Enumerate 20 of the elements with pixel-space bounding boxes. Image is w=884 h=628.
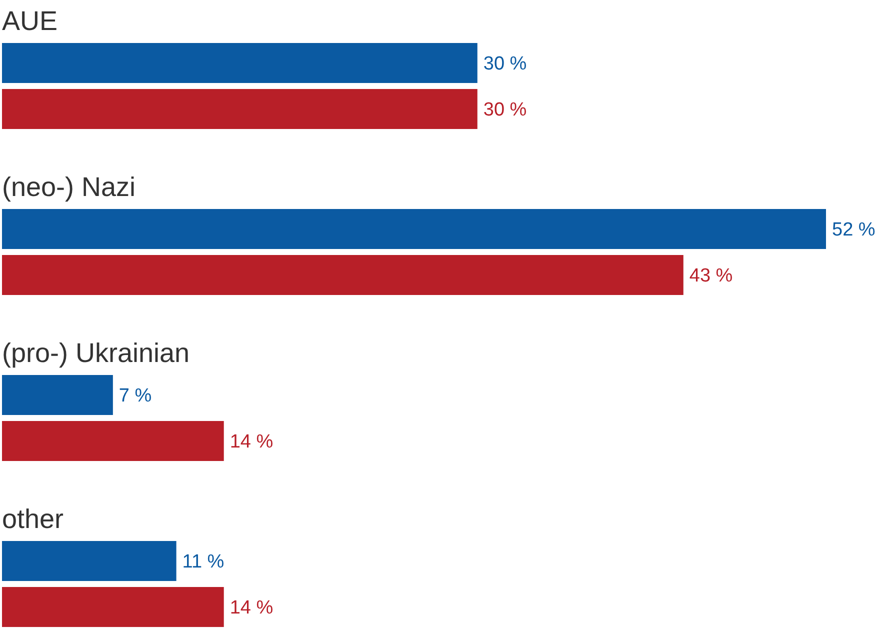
y-tick-label: (pro-) Ukrainian (2, 338, 190, 368)
data-label: 7 % (118, 386, 152, 407)
y-tick-label: (neo-) Nazi (2, 172, 136, 202)
data-label: 11 % (182, 552, 224, 573)
bar (2, 255, 684, 295)
bar (2, 541, 176, 581)
y-tick-label: other (2, 504, 64, 534)
bar (2, 89, 478, 129)
data-label: 30 % (483, 54, 527, 75)
data-label: 43 % (689, 266, 733, 287)
data-label: 30 % (483, 100, 527, 121)
bar (2, 421, 224, 461)
data-label: 14 % (230, 432, 274, 453)
bar (2, 375, 113, 415)
bar (2, 209, 826, 249)
data-label: 14 % (230, 598, 274, 619)
data-label: 52 % (832, 220, 876, 241)
bar (2, 43, 478, 83)
y-tick-label: AUE (2, 6, 58, 36)
bar (2, 587, 224, 627)
